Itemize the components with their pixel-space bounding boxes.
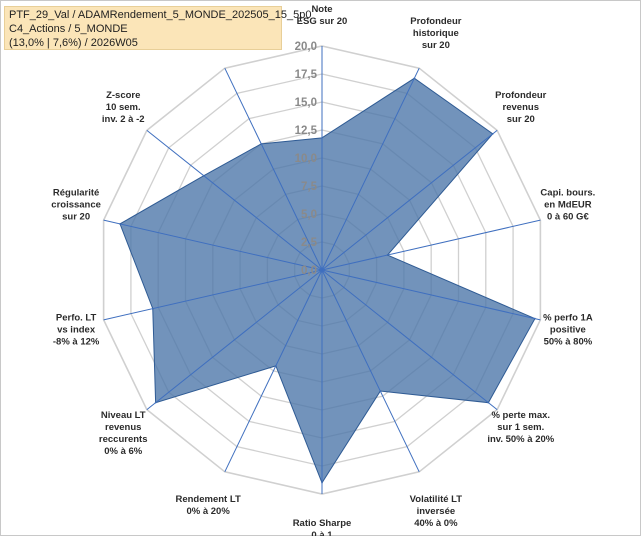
axis-label-7-line-0: Ratio Sharpe <box>293 518 352 529</box>
axis-spoke-6 <box>321 269 420 473</box>
axis-label-3-line-2: 0 à 60 G€ <box>547 212 589 223</box>
axis-label-11-line-1: croissance <box>51 200 101 211</box>
axis-label-9-line-1: revenus <box>105 422 141 433</box>
axis-label-1-line-0: Profondeur <box>410 16 461 27</box>
axis-label-12-line-0: Z-score <box>106 90 140 101</box>
axis-label-10: Perfo. LT vs index -8% à 12% <box>53 312 100 347</box>
axis-label-2-line-1: revenus <box>503 102 539 113</box>
axis-spoke-5 <box>321 269 498 411</box>
axis-label-2-line-2: sur 20 <box>507 114 535 125</box>
axis-spoke-8 <box>224 269 323 473</box>
axis-label-9-line-2: reccurents <box>99 434 148 445</box>
axis-spoke-12 <box>146 129 323 271</box>
axis-spoke-3 <box>321 219 541 271</box>
axis-spoke-13 <box>224 67 323 271</box>
tick-label-8: 20,0 <box>295 41 317 53</box>
axis-label-8-line-0: Rendement LT <box>175 494 240 505</box>
axis-label-5-line-1: sur 1 sem. <box>497 422 544 433</box>
axis-label-11-line-2: sur 20 <box>62 212 90 223</box>
axis-label-4-line-2: 50% à 80% <box>544 336 593 347</box>
axis-label-5-line-0: % perte max. <box>491 410 550 421</box>
axis-label-10-line-0: Perfo. LT <box>56 312 97 323</box>
axis-label-3-line-0: Capi. bours. <box>540 188 595 199</box>
axis-label-6-line-0: Volatilité LT <box>410 494 463 505</box>
axis-spoke-4 <box>321 269 541 321</box>
axis-label-5: % perte max. sur 1 sem. inv. 50% à 20% <box>487 410 554 445</box>
tick-label-2: 5,0 <box>301 209 317 221</box>
axis-spoke-9 <box>146 269 323 411</box>
axis-label-0-line-1: ESG sur 20 <box>297 16 348 27</box>
axis-labels: Note ESG sur 20 Profondeur historique sur 20… <box>51 4 595 536</box>
axis-label-10-line-1: vs index <box>57 324 96 335</box>
axis-label-12-line-2: inv. 2 à -2 <box>102 114 145 125</box>
title-line-2: C4_Actions / 5_MONDE <box>9 23 128 35</box>
axis-label-12: Z-score 10 sem. inv. 2 à -2 <box>102 90 145 125</box>
axis-spoke-2 <box>321 129 498 271</box>
tick-label-5: 12,5 <box>295 125 318 137</box>
axis-label-0: Note ESG sur 20 <box>297 4 348 27</box>
chart-title-box: PTF_29_Val / ADAMRendement_5_MONDE_20250… <box>4 6 312 50</box>
axis-label-3: Capi. bours. en MdEUR 0 à 60 G€ <box>540 188 595 223</box>
axis-label-1: Profondeur historique sur 20 <box>410 16 461 51</box>
axis-label-2: Profondeur revenus sur 20 <box>495 90 546 125</box>
tick-label-0: 0,0 <box>301 265 317 277</box>
axis-label-9-line-3: 0% à 6% <box>104 446 143 457</box>
axis-label-4: % perfo 1A positive 50% à 80% <box>543 312 593 347</box>
title-line-1: PTF_29_Val / ADAMRendement_5_MONDE_20250… <box>9 9 312 21</box>
tick-label-1: 2,5 <box>301 237 318 249</box>
axis-label-4-line-1: positive <box>550 324 586 335</box>
tick-label-4: 10,0 <box>295 153 317 165</box>
axis-label-11-line-0: Régularité <box>53 188 99 199</box>
axis-label-11: Régularité croissance sur 20 <box>51 188 101 223</box>
axis-label-6-line-1: inversée <box>417 506 456 517</box>
axis-spoke-1 <box>321 67 420 271</box>
axis-label-4-line-0: % perfo 1A <box>543 312 593 323</box>
axis-label-6: Volatilité LT inversée 40% à 0% <box>410 494 463 529</box>
axis-label-0-line-0: Note <box>311 4 332 15</box>
axis-label-10-line-2: -8% à 12% <box>53 336 100 347</box>
tick-label-3: 7,5 <box>301 181 318 193</box>
title-line-3: (13,0% | 7,6%) / 2026W05 <box>9 37 138 49</box>
radial-tick-labels: 0,0 2,5 5,0 7,5 10,0 12,5 15,0 17,5 20,0 <box>295 41 318 277</box>
axis-label-7: Ratio Sharpe 0 à 1 <box>293 518 352 536</box>
axis-label-1-line-1: historique <box>413 28 459 39</box>
tick-label-7: 17,5 <box>295 69 318 81</box>
axis-label-3-line-1: en MdEUR <box>544 200 592 211</box>
axis-label-5-line-2: inv. 50% à 20% <box>487 434 554 445</box>
axis-label-9-line-0: Niveau LT <box>101 410 146 421</box>
axis-label-7-line-1: 0 à 1 <box>311 530 333 536</box>
axis-label-8-line-1: 0% à 20% <box>186 506 230 517</box>
axis-spoke-11 <box>103 219 323 271</box>
radar-spokes <box>103 46 541 494</box>
axis-label-6-line-2: 40% à 0% <box>414 518 458 529</box>
axis-label-12-line-1: 10 sem. <box>106 102 141 113</box>
tick-label-6: 15,0 <box>295 97 317 109</box>
axis-label-9: Niveau LT revenus reccurents 0% à 6% <box>99 410 148 457</box>
axis-label-8: Rendement LT 0% à 20% <box>175 494 240 517</box>
axis-spoke-10 <box>103 269 323 321</box>
axis-label-1-line-2: sur 20 <box>422 40 450 51</box>
axis-label-2-line-0: Profondeur <box>495 90 546 101</box>
